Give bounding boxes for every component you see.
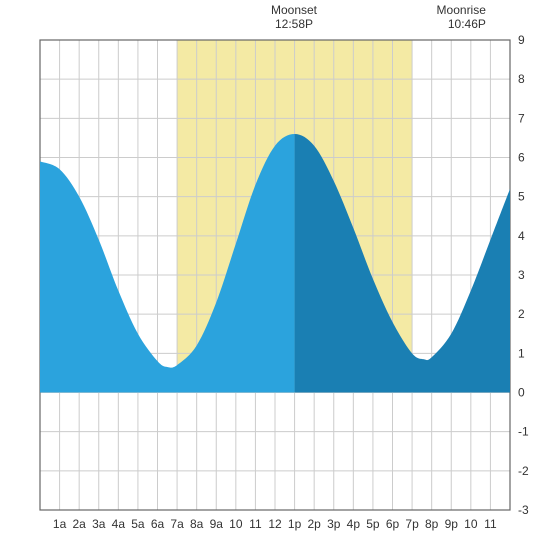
x-tick-label: 7a — [170, 517, 184, 531]
x-tick-label: 7p — [405, 517, 419, 531]
x-tick-label: 4p — [347, 517, 361, 531]
x-tick-label: 2p — [307, 517, 321, 531]
y-tick-label: -2 — [518, 464, 529, 478]
y-tick-label: 6 — [518, 151, 525, 165]
y-tick-label: 7 — [518, 111, 525, 125]
y-tick-label: -1 — [518, 425, 529, 439]
x-tick-label: 5p — [366, 517, 380, 531]
y-tick-label: 1 — [518, 346, 525, 360]
x-tick-label: 10 — [229, 517, 243, 531]
annotation-time: 10:46P — [448, 17, 486, 31]
annotation-label: Moonset — [271, 3, 318, 17]
x-tick-label: 5a — [131, 517, 145, 531]
annotation-time: 12:58P — [275, 17, 313, 31]
x-tick-label: 11 — [249, 517, 262, 531]
y-tick-label: 2 — [518, 307, 525, 321]
y-tick-label: 8 — [518, 72, 525, 86]
x-tick-label: 10 — [464, 517, 478, 531]
tide-chart: -3-2-101234567891a2a3a4a5a6a7a8a9a101112… — [0, 0, 550, 550]
annotation-label: Moonrise — [437, 3, 487, 17]
y-tick-label: -3 — [518, 503, 529, 517]
y-tick-label: 5 — [518, 190, 525, 204]
x-tick-label: 1a — [53, 517, 67, 531]
y-tick-label: 0 — [518, 386, 525, 400]
chart-svg: -3-2-101234567891a2a3a4a5a6a7a8a9a101112… — [0, 0, 550, 550]
x-tick-label: 9a — [210, 517, 224, 531]
x-tick-label: 6p — [386, 517, 400, 531]
x-tick-label: 12 — [268, 517, 282, 531]
y-tick-label: 9 — [518, 33, 525, 47]
x-tick-label: 11 — [484, 517, 497, 531]
x-tick-label: 1p — [288, 517, 302, 531]
x-tick-label: 2a — [72, 517, 86, 531]
x-tick-label: 3p — [327, 517, 341, 531]
x-tick-label: 6a — [151, 517, 165, 531]
x-tick-label: 8p — [425, 517, 439, 531]
y-tick-label: 4 — [518, 229, 525, 243]
x-tick-label: 3a — [92, 517, 106, 531]
x-tick-label: 4a — [112, 517, 126, 531]
x-tick-label: 8a — [190, 517, 204, 531]
x-tick-label: 9p — [445, 517, 459, 531]
y-tick-label: 3 — [518, 268, 525, 282]
